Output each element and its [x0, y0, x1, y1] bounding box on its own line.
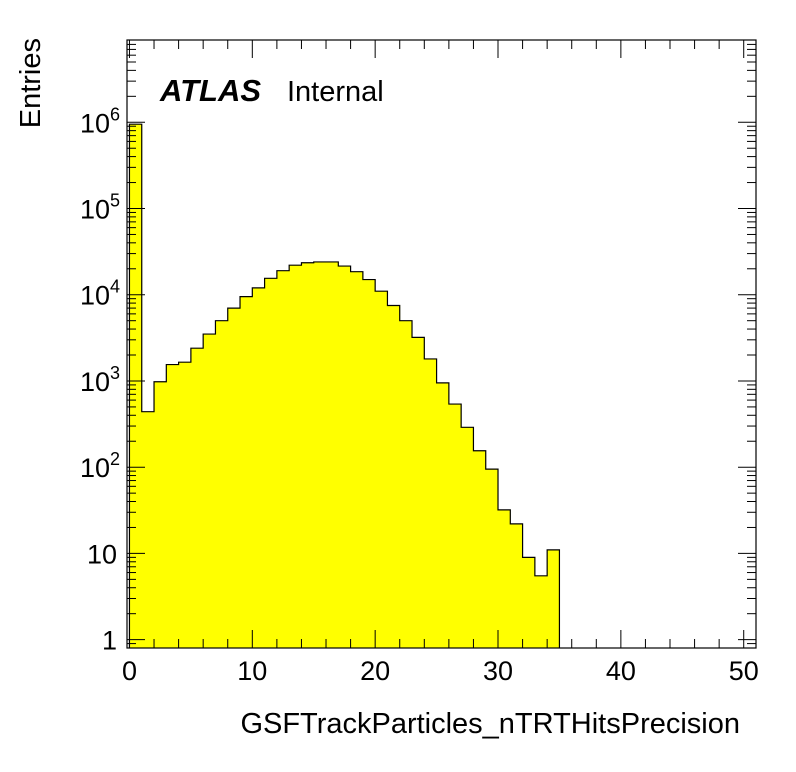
histogram-bin	[350, 271, 364, 648]
histogram-bin	[227, 308, 241, 648]
histogram-bin	[313, 261, 327, 648]
histogram-outline	[128, 123, 561, 648]
x-axis-title: GSFTrackParticles_nTRTHitsPrecision	[240, 708, 740, 740]
histogram-bin	[338, 266, 351, 648]
x-tick-label: 10	[237, 656, 267, 686]
histogram-bin	[412, 337, 425, 648]
histogram-bin	[534, 575, 548, 648]
histogram-bin	[141, 411, 155, 648]
histogram-bin	[448, 404, 462, 648]
y-tick-label: 102	[80, 449, 120, 483]
histogram-bin	[473, 450, 487, 648]
y-tick-label: 105	[80, 191, 120, 225]
histogram-bin	[436, 382, 450, 648]
x-tick-label: 30	[483, 656, 513, 686]
histogram-bin	[399, 320, 413, 648]
y-axis-ticks	[127, 39, 756, 649]
x-tick-label: 0	[122, 656, 137, 686]
y-axis-title: Entries	[15, 38, 47, 128]
histogram-bin	[240, 296, 253, 648]
histogram-bin	[326, 261, 339, 648]
x-tick-label: 40	[606, 656, 636, 686]
atlas-label: ATLAS	[159, 73, 261, 108]
histogram-bin	[252, 287, 265, 648]
histogram-bin	[178, 362, 192, 648]
histogram-bin	[461, 427, 474, 648]
x-axis-ticks	[128, 40, 745, 648]
histogram-bin	[498, 509, 511, 648]
y-tick-label: 10	[87, 539, 117, 569]
histogram-bin	[547, 549, 560, 648]
histogram-bin	[522, 557, 536, 648]
histogram-bin	[424, 358, 437, 648]
histogram-bin	[276, 270, 290, 648]
histogram-bin	[215, 320, 229, 648]
x-tick-label: 50	[729, 656, 759, 686]
y-tick-label: 1	[102, 626, 117, 656]
plot-frame	[126, 39, 757, 649]
y-tick-label: 104	[80, 277, 120, 311]
histogram-bars	[129, 124, 560, 648]
x-tick-labels: 0 10 20 30 40 50	[122, 656, 759, 686]
histogram-bin	[375, 291, 388, 648]
histogram-bin	[129, 124, 143, 648]
y-tick-label: 106	[80, 104, 120, 138]
histogram-bin	[289, 265, 302, 648]
histogram-bin	[166, 364, 179, 648]
histogram-bin	[387, 305, 401, 648]
histogram-bin	[154, 381, 167, 648]
histogram-bin	[190, 348, 204, 648]
x-tick-label: 20	[360, 656, 390, 686]
y-tick-label: 103	[80, 363, 120, 397]
histogram-bin	[485, 469, 499, 648]
histogram-bin	[203, 334, 216, 648]
histogram-bin	[362, 279, 376, 648]
y-tick-labels: 1 10 102 103 104 105 106	[80, 104, 120, 655]
histogram-bin	[510, 523, 523, 648]
internal-label: Internal	[287, 76, 384, 108]
histogram-bin	[264, 278, 278, 648]
histogram-bin	[301, 262, 315, 648]
